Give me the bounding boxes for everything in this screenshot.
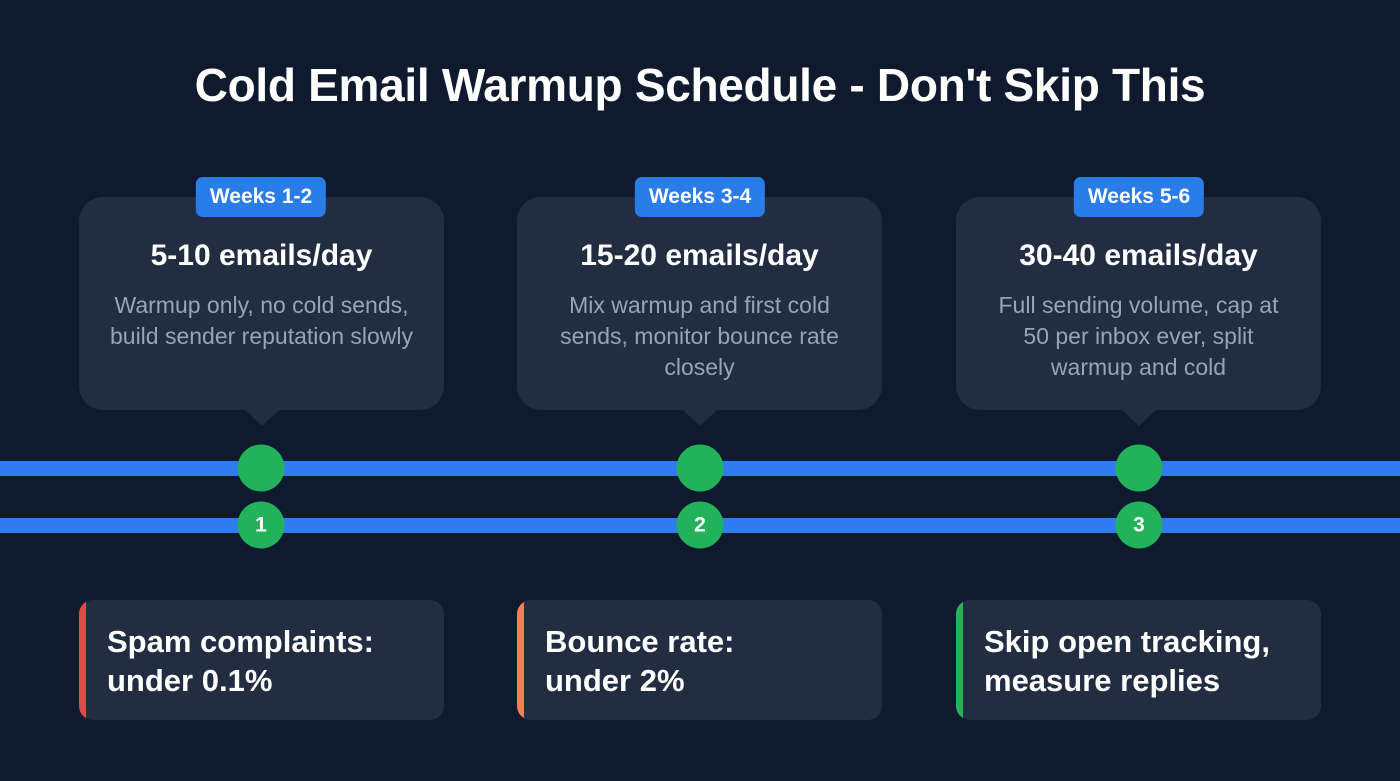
step-number-2: 2 (676, 501, 724, 549)
phase-card-weeks-1-2: 5-10 emails/day Warmup only, no cold sen… (79, 197, 444, 426)
accent-bar-green (956, 600, 963, 720)
phase-badge-weeks-1-2: Weeks 1-2 (195, 177, 327, 217)
phase-card-weeks-5-6: 30-40 emails/day Full sending volume, ca… (956, 197, 1321, 426)
timeline-node-icon (676, 444, 724, 492)
metric-card-open-tracking: Skip open tracking, measure replies (956, 600, 1321, 720)
phase-rate: 15-20 emails/day (580, 239, 819, 272)
accent-bar-orange (517, 600, 524, 720)
phase-description: Full sending volume, cap at 50 per inbox… (998, 292, 1279, 380)
metric-card-spam-complaints: Spam complaints: under 0.1% (79, 600, 444, 720)
step-number-1: 1 (237, 501, 285, 549)
accent-bar-red (79, 600, 86, 720)
metric-text: Spam complaints: under 0.1% (107, 624, 374, 698)
page-title: Cold Email Warmup Schedule - Don't Skip … (194, 59, 1206, 111)
metric-card-bounce-rate: Bounce rate: under 2% (517, 600, 882, 720)
phase-rate: 30-40 emails/day (1019, 239, 1258, 272)
metric-text: Bounce rate: under 2% (545, 624, 735, 698)
metric-text: Skip open tracking, measure replies (984, 624, 1270, 698)
phase-badge-weeks-3-4: Weeks 3-4 (634, 177, 766, 217)
phase-rate: 5-10 emails/day (150, 239, 373, 272)
phase-badge-weeks-5-6: Weeks 5-6 (1073, 177, 1205, 217)
phase-description: Mix warmup and first cold sends, monitor… (560, 292, 839, 380)
timeline-node-icon (1115, 444, 1163, 492)
phase-description: Warmup only, no cold sends, build sender… (109, 292, 413, 349)
step-number-3: 3 (1115, 501, 1163, 549)
timeline-node-icon (237, 444, 285, 492)
phase-card-weeks-3-4: 15-20 emails/day Mix warmup and first co… (517, 197, 882, 426)
